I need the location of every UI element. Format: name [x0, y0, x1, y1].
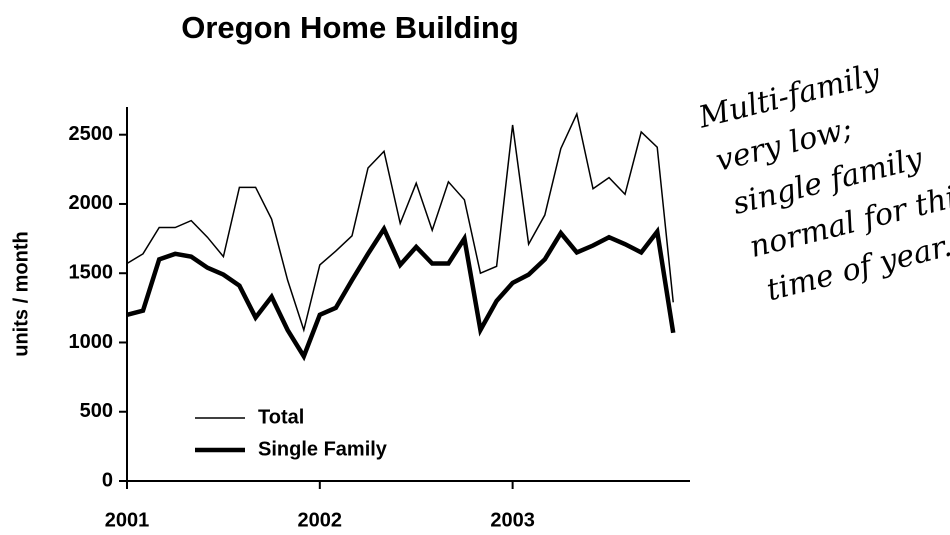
series-line [126, 111, 674, 333]
y-tick-label: 0 [102, 469, 113, 491]
y-tick-label: 2500 [69, 123, 114, 145]
annotation-line: Multi-family [694, 57, 884, 136]
y-tick-label: 1000 [69, 331, 114, 353]
legend-label: Total [258, 406, 304, 428]
series-line [126, 224, 676, 362]
y-tick-label: 1500 [69, 262, 114, 284]
legend-label: Single Family [258, 438, 388, 460]
x-tick-label: 2002 [298, 509, 343, 530]
x-tick-label: 2001 [105, 509, 150, 530]
y-tick-label: 500 [80, 400, 113, 422]
y-axis-label: units / month [10, 231, 32, 357]
chart-title: Oregon Home Building [181, 10, 519, 45]
y-tick-label: 2000 [69, 192, 114, 214]
x-tick-label: 2003 [490, 509, 535, 530]
